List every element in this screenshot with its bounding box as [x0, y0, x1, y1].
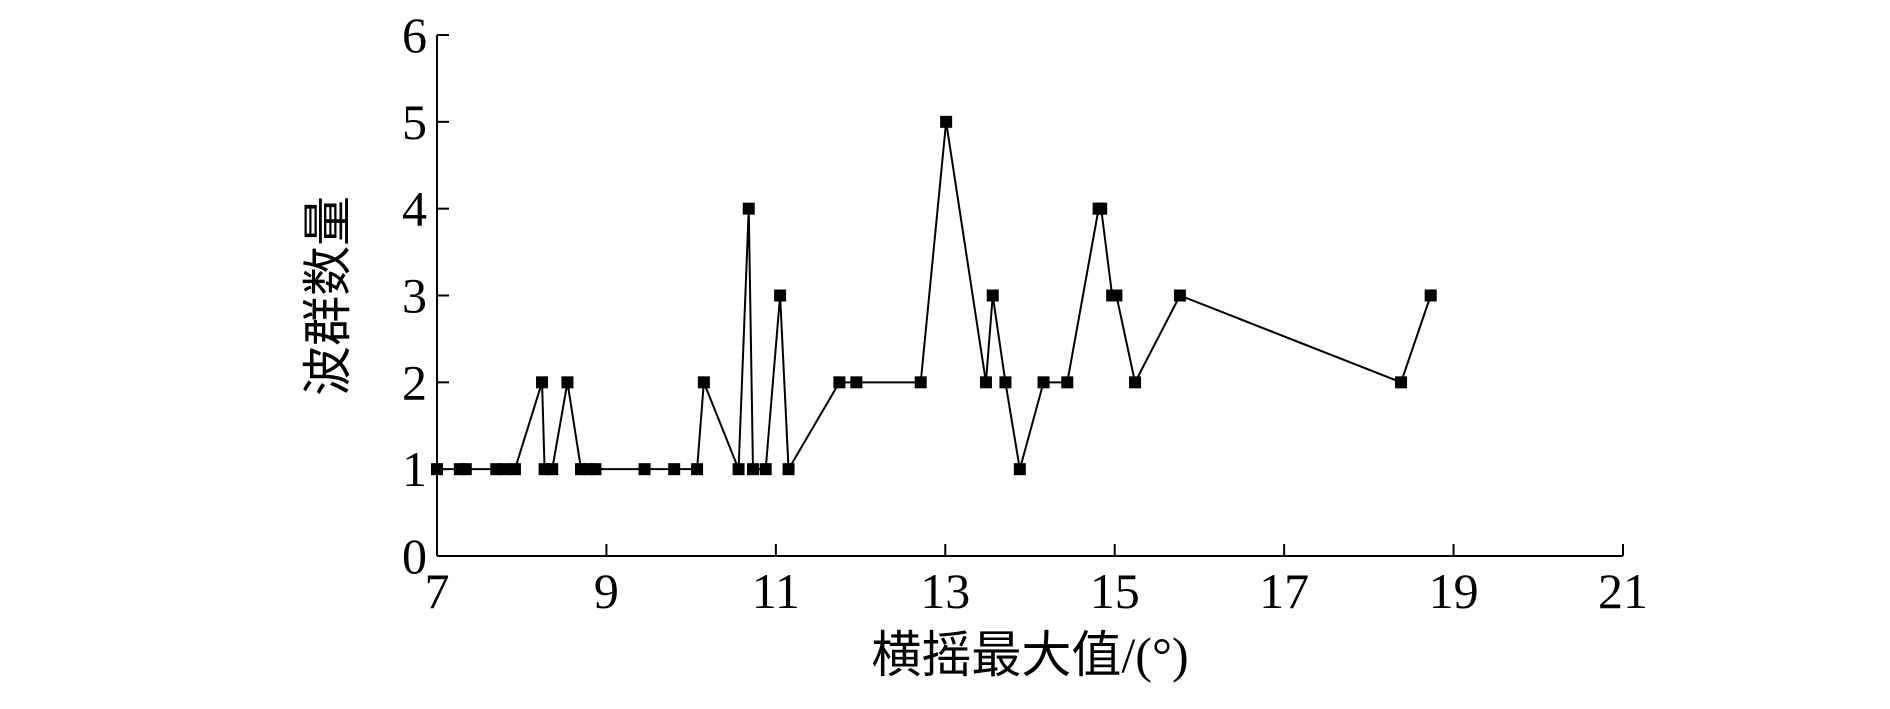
- data-point: [833, 376, 846, 389]
- data-point: [1395, 376, 1408, 389]
- x-tick-label: 9: [594, 563, 619, 619]
- data-point: [999, 376, 1012, 389]
- y-tick-label: 6: [402, 7, 427, 63]
- y-tick-label: 2: [402, 354, 427, 410]
- data-point: [668, 463, 681, 476]
- data-point: [1424, 289, 1437, 302]
- data-point: [1129, 376, 1142, 389]
- data-point: [638, 463, 651, 476]
- x-axis-title: 横摇最大值/(°): [871, 627, 1188, 683]
- data-point: [850, 376, 863, 389]
- data-point: [1173, 289, 1186, 302]
- x-tick-label: 17: [1259, 563, 1309, 619]
- x-tick-label: 13: [920, 563, 970, 619]
- data-point: [759, 463, 772, 476]
- x-tick-label: 21: [1598, 563, 1648, 619]
- data-point: [561, 376, 574, 389]
- y-tick-label: 4: [402, 181, 427, 237]
- data-point: [1061, 376, 1074, 389]
- data-point: [1110, 289, 1123, 302]
- data-point: [1095, 202, 1108, 215]
- y-tick-label: 1: [402, 441, 427, 497]
- data-point: [746, 463, 759, 476]
- data-point: [732, 463, 745, 476]
- data-point: [1037, 376, 1050, 389]
- data-point: [508, 463, 521, 476]
- data-point: [774, 289, 787, 302]
- data-point: [691, 463, 704, 476]
- y-axis-title: 波群数量: [300, 196, 356, 396]
- data-line: [437, 121, 1432, 473]
- data-point: [431, 463, 443, 476]
- data-point: [986, 289, 999, 302]
- data-point: [589, 463, 602, 476]
- data-point: [782, 463, 795, 476]
- x-tick-label: 15: [1090, 563, 1140, 619]
- x-tick-label: 11: [752, 563, 800, 619]
- data-point: [1013, 463, 1026, 476]
- data-point: [498, 463, 511, 476]
- x-tick-label: 19: [1429, 563, 1479, 619]
- data-point: [546, 463, 559, 476]
- data-point: [697, 376, 710, 389]
- y-tick-label: 0: [402, 528, 427, 584]
- y-tick-label: 3: [402, 268, 427, 324]
- data-point: [742, 202, 755, 215]
- y-tick-label: 5: [402, 94, 427, 150]
- data-point: [979, 376, 992, 389]
- data-point: [940, 115, 953, 128]
- data-point: [459, 463, 472, 476]
- data-point: [914, 376, 927, 389]
- data-point: [536, 376, 549, 389]
- x-tick-label: 7: [425, 563, 450, 619]
